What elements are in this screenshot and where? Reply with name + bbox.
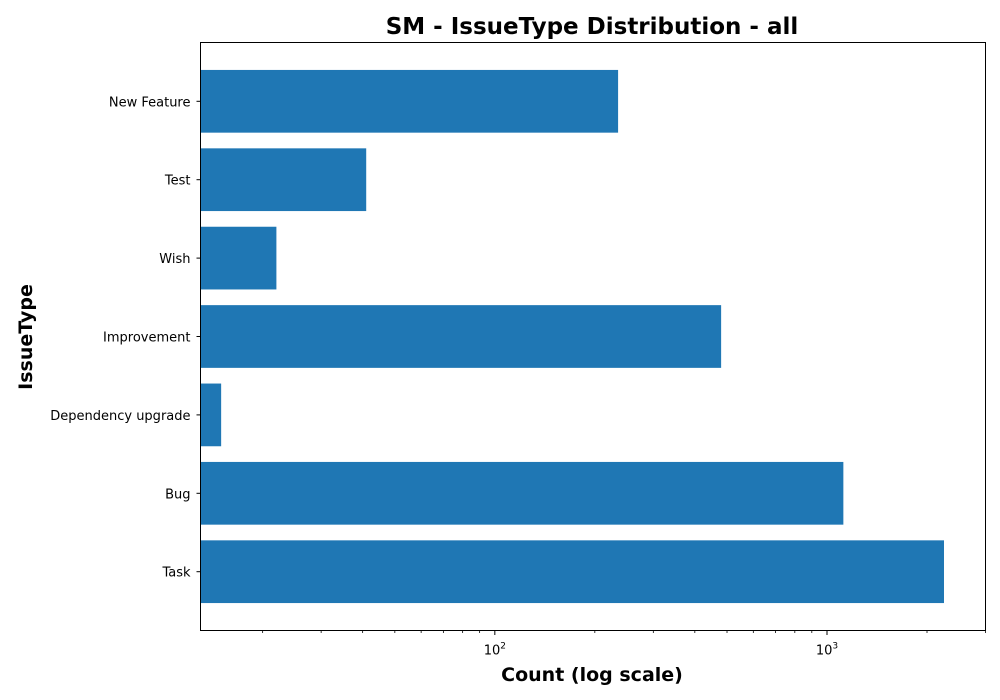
bar-test bbox=[200, 148, 367, 212]
x-tick-label: 102 bbox=[484, 642, 506, 659]
y-axis-label: IssueType bbox=[15, 284, 37, 390]
y-axis-ticks: Task Bug Dependency upgrade Improvement Wish… bbox=[50, 95, 201, 581]
chart-title: SM - IssueType Distribution - all bbox=[386, 14, 799, 40]
bar-bug bbox=[200, 461, 844, 525]
y-tick-label: Dependency upgrade bbox=[50, 409, 190, 424]
bar-wish bbox=[200, 226, 277, 290]
y-tick-label: Wish bbox=[159, 252, 190, 267]
bar-improvement bbox=[200, 305, 722, 368]
y-tick-label: Bug bbox=[165, 487, 190, 502]
y-tick-label: New Feature bbox=[109, 95, 191, 110]
bar-new-feature bbox=[200, 69, 619, 133]
bars-group bbox=[200, 69, 944, 604]
x-axis-ticks: 102 103 bbox=[262, 630, 986, 659]
x-axis-label: Count (log scale) bbox=[501, 664, 683, 686]
y-tick-label: Test bbox=[164, 174, 191, 189]
bar-dependency-upgrade bbox=[200, 383, 222, 447]
x-tick-label: 103 bbox=[816, 642, 838, 659]
y-tick-label: Task bbox=[161, 566, 191, 581]
bar-task bbox=[200, 540, 944, 604]
plot-frame bbox=[200, 42, 986, 631]
y-tick-label: Improvement bbox=[103, 331, 190, 346]
